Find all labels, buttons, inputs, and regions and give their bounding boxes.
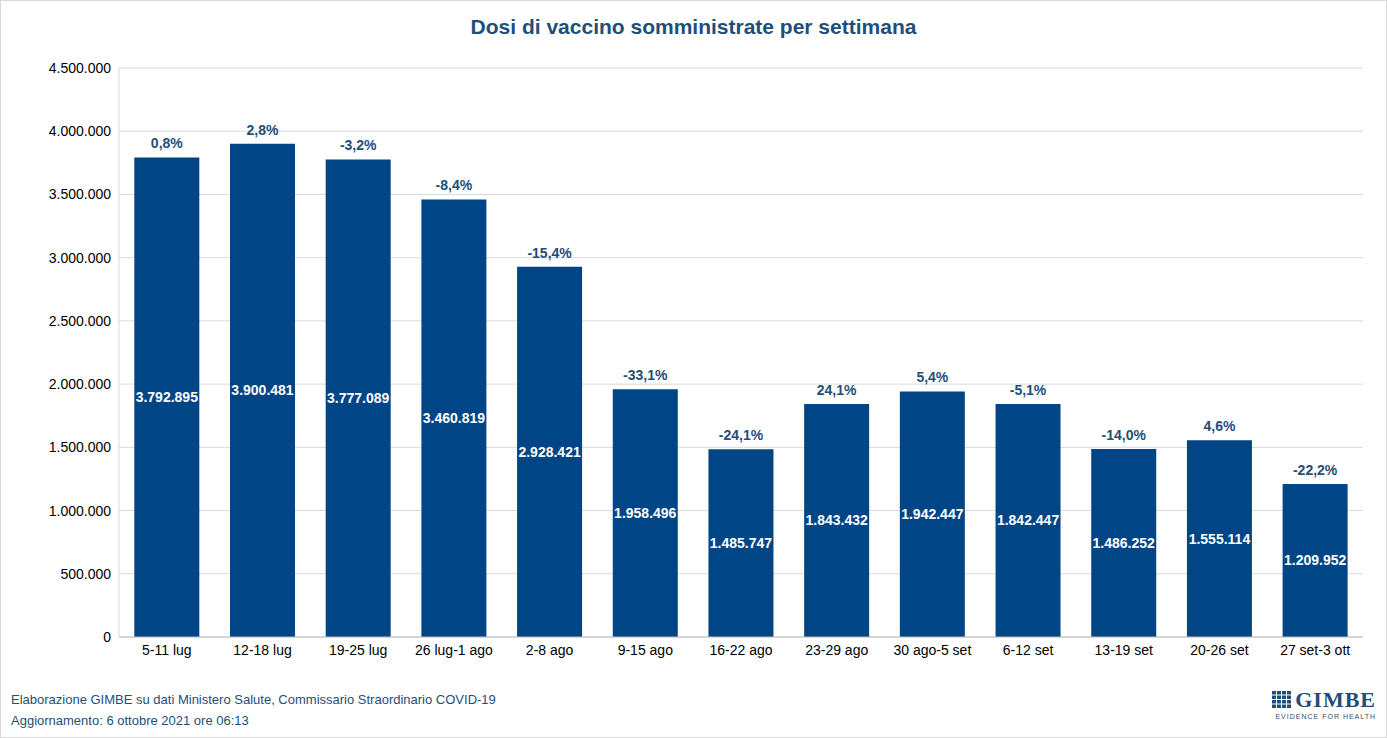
svg-text:1.485.747: 1.485.747 <box>710 535 772 551</box>
html-text:GIMBE: GIMBE <box>1295 687 1376 712</box>
svg-text:4.500.000: 4.500.000 <box>49 60 111 76</box>
svg-text:23-29 ago: 23-29 ago <box>805 642 868 658</box>
svg-text:-24,1%: -24,1% <box>719 427 764 443</box>
html-text:Dosi di vaccino somministrate: Dosi di vaccino somministrate per settim… <box>470 15 917 38</box>
svg-text:4.000.000: 4.000.000 <box>49 123 111 139</box>
svg-text:500.000: 500.000 <box>60 566 111 582</box>
svg-text:-15,4%: -15,4% <box>527 245 572 261</box>
svg-text:26 lug-1 ago: 26 lug-1 ago <box>415 642 493 658</box>
svg-text:16-22 ago: 16-22 ago <box>709 642 772 658</box>
svg-text:-8,4%: -8,4% <box>436 177 473 193</box>
svg-text:12-18 lug: 12-18 lug <box>233 642 291 658</box>
svg-text:0,8%: 0,8% <box>151 135 183 151</box>
html-text:Aggiornamento: 6 ottobre 2021: Aggiornamento: 6 ottobre 2021 ore 06:13 <box>11 713 249 728</box>
svg-text:4,6%: 4,6% <box>1203 418 1235 434</box>
svg-text:3.792.895: 3.792.895 <box>136 389 198 405</box>
svg-text:-14,0%: -14,0% <box>1102 427 1147 443</box>
svg-text:24,1%: 24,1% <box>817 382 857 398</box>
html-text:Elaborazione GIMBE su dati Min: Elaborazione GIMBE su dati Ministero Sal… <box>11 692 496 707</box>
svg-text:1.000.000: 1.000.000 <box>49 503 111 519</box>
svg-text:1.555.114: 1.555.114 <box>1189 531 1251 547</box>
svg-text:1.843.432: 1.843.432 <box>806 512 868 528</box>
svg-text:20-26 set: 20-26 set <box>1190 642 1248 658</box>
svg-text:1.500.000: 1.500.000 <box>49 439 111 455</box>
svg-text:0: 0 <box>103 629 111 645</box>
svg-text:1.958.496: 1.958.496 <box>614 505 676 521</box>
svg-text:6-12 set: 6-12 set <box>1003 642 1054 658</box>
svg-text:-5,1%: -5,1% <box>1010 382 1047 398</box>
svg-text:27 set-3 ott: 27 set-3 ott <box>1280 642 1350 658</box>
svg-text:30 ago-5 set: 30 ago-5 set <box>893 642 971 658</box>
svg-text:5,4%: 5,4% <box>916 369 948 385</box>
svg-text:13-19 set: 13-19 set <box>1095 642 1153 658</box>
svg-text:3.500.000: 3.500.000 <box>49 186 111 202</box>
svg-text:2.000.000: 2.000.000 <box>49 376 111 392</box>
svg-text:2,8%: 2,8% <box>247 122 279 138</box>
svg-text:19-25 lug: 19-25 lug <box>329 642 387 658</box>
svg-text:2.928.421: 2.928.421 <box>518 444 580 460</box>
svg-text:1.486.252: 1.486.252 <box>1093 535 1155 551</box>
html-text:EVIDENCE FOR HEALTH: EVIDENCE FOR HEALTH <box>1275 713 1376 720</box>
svg-text:-33,1%: -33,1% <box>623 367 668 383</box>
svg-text:2-8 ago: 2-8 ago <box>526 642 574 658</box>
svg-text:2.500.000: 2.500.000 <box>49 313 111 329</box>
svg-text:-22,2%: -22,2% <box>1293 462 1338 478</box>
svg-text:1.942.447: 1.942.447 <box>901 506 963 522</box>
svg-text:5-11 lug: 5-11 lug <box>142 642 192 658</box>
svg-text:1.842.447: 1.842.447 <box>997 512 1059 528</box>
svg-text:1.209.952: 1.209.952 <box>1284 552 1346 568</box>
svg-text:3.000.000: 3.000.000 <box>49 250 111 266</box>
svg-text:3.900.481: 3.900.481 <box>231 382 293 398</box>
svg-text:9-15 ago: 9-15 ago <box>618 642 673 658</box>
svg-text:3.777.089: 3.777.089 <box>327 390 389 406</box>
svg-text:3.460.819: 3.460.819 <box>423 410 485 426</box>
svg-text:-3,2%: -3,2% <box>340 137 377 153</box>
